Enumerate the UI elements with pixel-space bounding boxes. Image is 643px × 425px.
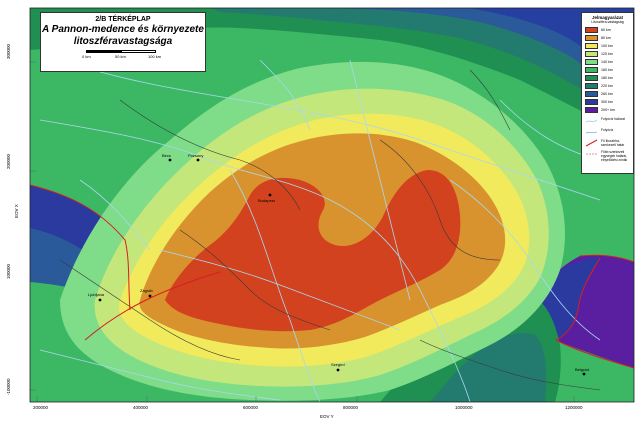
place-label: Ljubljana: [88, 292, 105, 297]
legend-swatch: [585, 99, 598, 105]
river-symbol-icon: [585, 119, 598, 123]
scale-label-100: 100 km: [148, 54, 162, 59]
x-tick-1: 400000: [133, 405, 149, 410]
lithosphere-boundaries: [30, 184, 634, 369]
legend-swatch: [585, 83, 598, 89]
legend-class-label: 220 km: [601, 84, 613, 88]
zone-220km-south: [430, 333, 547, 402]
legend-swatch: [585, 59, 598, 65]
legend-class-label: 80 km: [601, 36, 611, 40]
place-label: Bécs: [162, 153, 171, 158]
map-subtitle: litoszféravastagsága: [73, 36, 173, 47]
legend: Jelmagyarázat Litoszféra-vastagság 60 km…: [581, 12, 634, 174]
legend-class-row: 140 km: [582, 58, 633, 66]
zone-60km: [165, 170, 461, 332]
legend-swatch: [585, 27, 598, 33]
legend-class-label: 300 km: [601, 100, 613, 104]
legend-swatch: [585, 51, 598, 57]
scale-label-50: 50 km: [115, 54, 126, 59]
map-title-box: 2/B TÉRKÉPLAP A Pannon-medence és környe…: [40, 12, 206, 72]
legend-class-label: 180 km: [601, 76, 613, 80]
map-sheet-number: 2/B TÉRKÉPLAP: [95, 16, 151, 23]
y-tick-3: -100000: [6, 378, 11, 395]
river-line-icon: [585, 131, 598, 134]
border-lines: [59, 69, 601, 391]
y-tick-0: 300000: [6, 43, 11, 59]
legend-class-row: 260 km: [582, 90, 633, 98]
legend-class-label: 100 km: [601, 44, 613, 48]
scale-bar: 0 km 50 km 100 km: [78, 50, 168, 60]
legend-swatch: [585, 35, 598, 41]
legend-swatch: [585, 67, 598, 73]
legend-class-row: 160 km: [582, 66, 633, 74]
legend-class-row: 300 km: [582, 98, 633, 106]
x-tick-5: 1200000: [565, 405, 583, 410]
legend-symbol-river: Folyóvíz: [582, 128, 633, 136]
legend-classes: 60 km 80 km 100 km 120 km 140 km 160 km 180 km…: [582, 26, 633, 114]
city-markers: [98, 158, 586, 376]
y-tick-1: 200000: [6, 153, 11, 169]
boundary-line-icon: [585, 139, 598, 147]
place-label: Belgrád: [575, 367, 589, 372]
map-frame: [29, 7, 635, 403]
legend-symbol-rivers: Folyóvíz hálózat: [582, 117, 633, 125]
x-axis-title: EOV Y: [320, 414, 334, 419]
legend-class-label: 60 km: [601, 28, 611, 32]
legend-class-label: 260 km: [601, 92, 613, 96]
y-tick-2: 100000: [6, 263, 11, 279]
legend-class-label: 200+ km: [601, 108, 615, 112]
legend-swatch: [585, 75, 598, 81]
scale-label-0: 0 km: [82, 54, 91, 59]
thickness-zones: [30, 8, 634, 402]
legend-class-row: 200+ km: [582, 106, 633, 114]
map-title: A Pannon-medence és környezete: [42, 24, 204, 35]
place-label: Budapest: [258, 198, 275, 203]
place-label: Zágráb: [140, 288, 153, 293]
zone-80km-inlier: [320, 203, 369, 239]
x-tick-0: 200000: [33, 405, 49, 410]
legend-class-label: 140 km: [601, 60, 613, 64]
legend-class-label: 120 km: [601, 52, 613, 56]
x-tick-3: 800000: [343, 405, 359, 410]
legend-swatch: [585, 43, 598, 49]
legend-subtitle: Litoszféra-vastagság: [591, 20, 624, 24]
legend-title: Jelmagyarázat: [591, 15, 624, 20]
legend-class-row: 220 km: [582, 82, 633, 90]
x-tick-4: 1000000: [455, 405, 473, 410]
map-grid: [30, 61, 575, 402]
place-label: Pozsony: [188, 153, 204, 158]
legend-symbol-units: Főbb szerkezeti egységek határai, elnyel…: [582, 150, 633, 162]
place-label: Szeged: [331, 362, 345, 367]
legend-symbol-boundary: Fő litoszféra-szerkezeti határ: [582, 139, 633, 147]
legend-class-row: 120 km: [582, 50, 633, 58]
legend-swatch: [585, 107, 598, 113]
legend-class-label: 160 km: [601, 68, 613, 72]
unit-boundary-icon: [586, 153, 597, 155]
legend-swatch: [585, 91, 598, 97]
legend-class-row: 60 km: [582, 26, 633, 34]
y-axis-title: EOV X: [14, 204, 19, 218]
x-tick-2: 600000: [243, 405, 259, 410]
legend-class-row: 80 km: [582, 34, 633, 42]
legend-class-row: 100 km: [582, 42, 633, 50]
legend-class-row: 180 km: [582, 74, 633, 82]
